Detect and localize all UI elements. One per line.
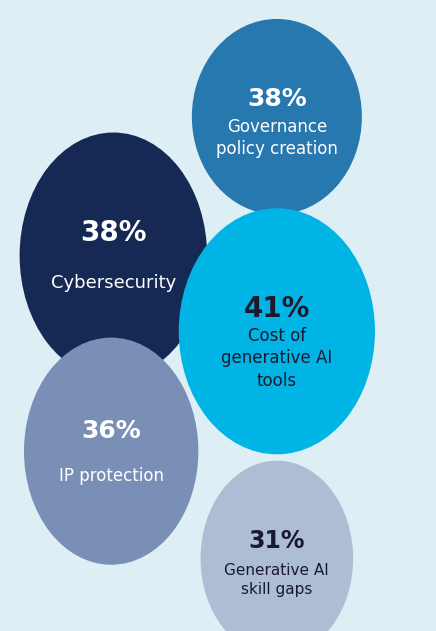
Text: 36%: 36% [81,419,141,443]
Text: Cybersecurity: Cybersecurity [51,274,176,292]
Ellipse shape [192,19,362,215]
Text: IP protection: IP protection [59,467,164,485]
Text: Cost of
generative AI
tools: Cost of generative AI tools [221,327,333,389]
Text: 31%: 31% [249,529,305,553]
Text: Generative AI
skill gaps: Generative AI skill gaps [225,563,329,597]
Text: 38%: 38% [247,87,307,111]
Ellipse shape [24,338,198,565]
Text: Governance
policy creation: Governance policy creation [216,118,338,158]
Ellipse shape [201,461,353,631]
Ellipse shape [179,208,375,454]
Ellipse shape [20,133,207,379]
Text: 38%: 38% [80,220,146,247]
Text: 41%: 41% [244,295,310,323]
